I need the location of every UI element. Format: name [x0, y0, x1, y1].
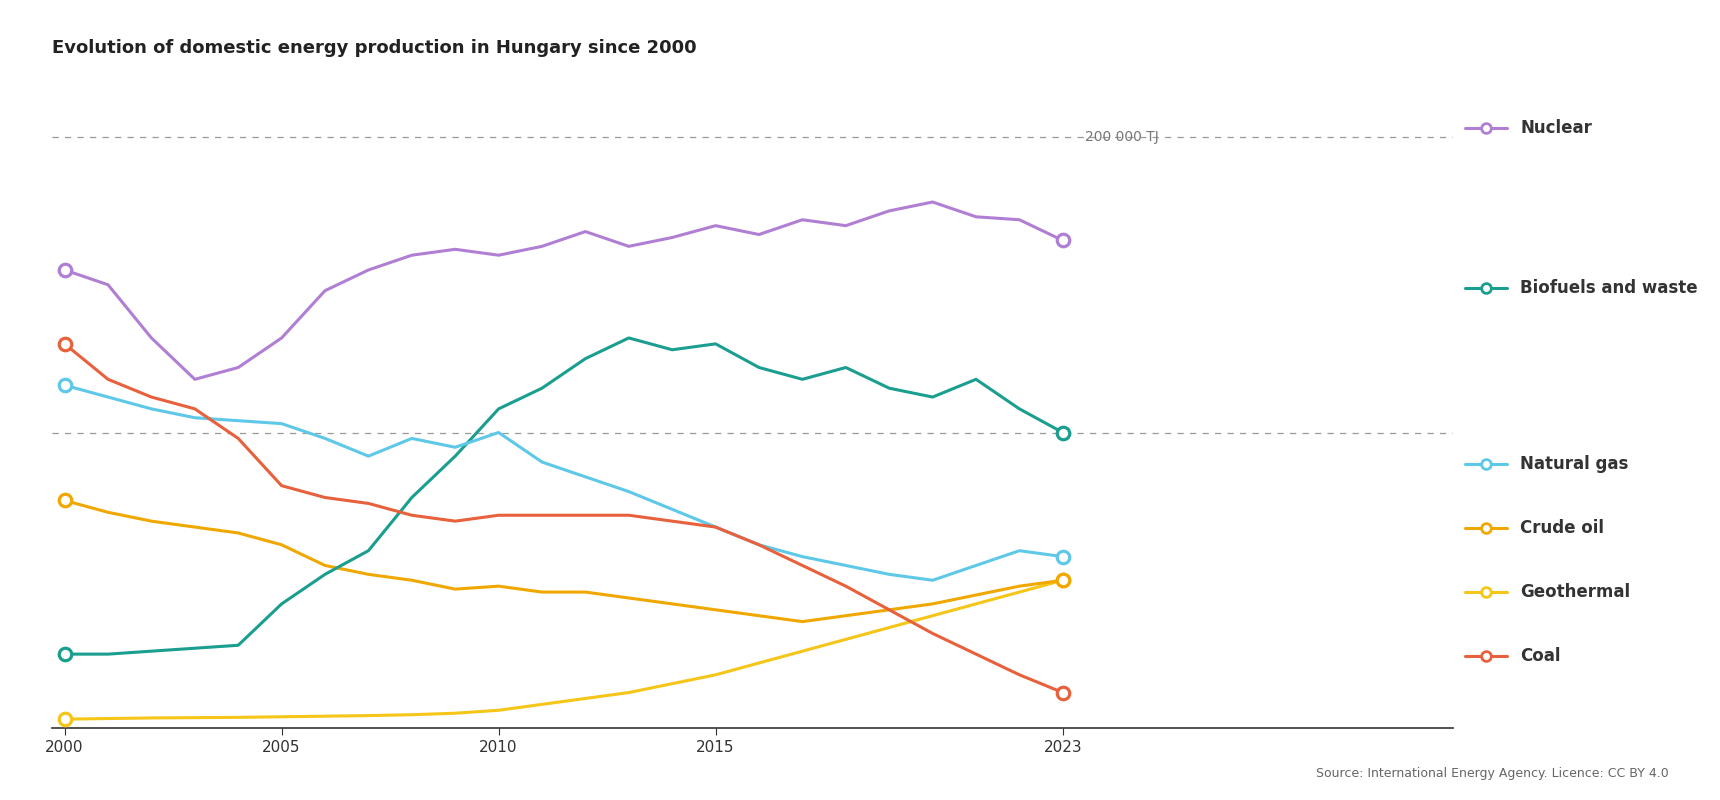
- Text: Nuclear: Nuclear: [1520, 119, 1593, 137]
- Text: Source: International Energy Agency. Licence: CC BY 4.0: Source: International Energy Agency. Lic…: [1316, 767, 1668, 780]
- Text: Coal: Coal: [1520, 647, 1562, 665]
- Text: 200 000 TJ: 200 000 TJ: [1085, 130, 1158, 144]
- Text: Crude oil: Crude oil: [1520, 519, 1605, 537]
- Text: Biofuels and waste: Biofuels and waste: [1520, 279, 1698, 297]
- Text: Geothermal: Geothermal: [1520, 583, 1631, 601]
- Text: Evolution of domestic energy production in Hungary since 2000: Evolution of domestic energy production …: [52, 38, 697, 57]
- Text: Natural gas: Natural gas: [1520, 455, 1629, 473]
